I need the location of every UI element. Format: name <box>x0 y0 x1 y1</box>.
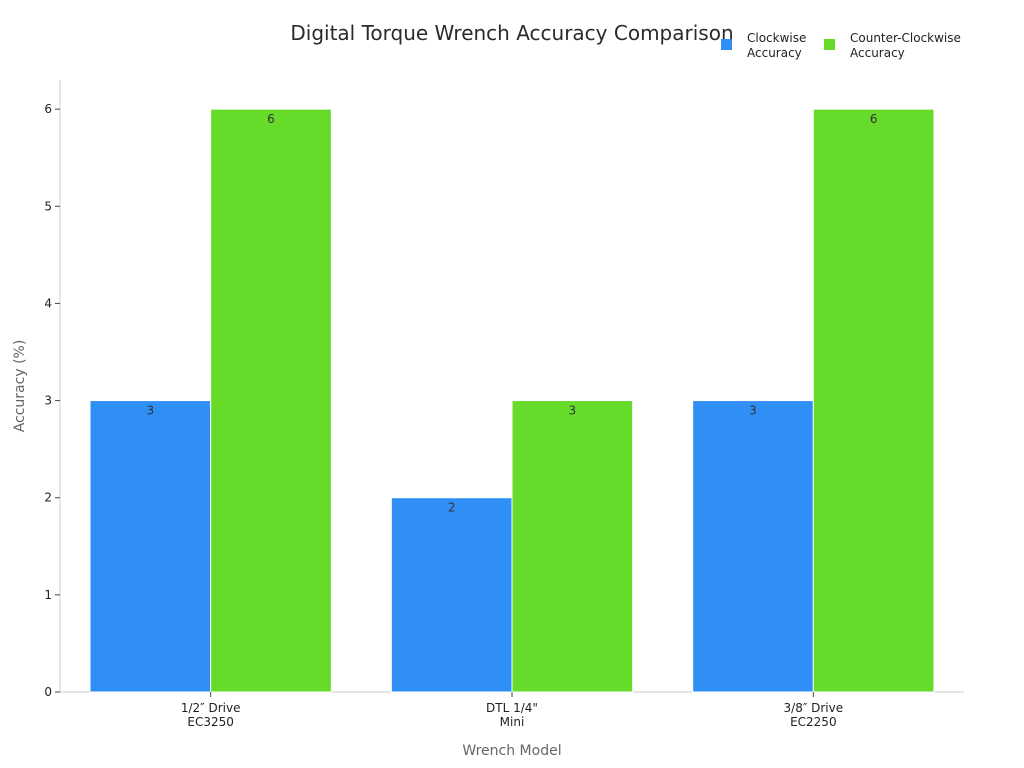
y-tick-label: 3 <box>44 394 52 408</box>
legend-swatch <box>721 39 732 50</box>
x-tick-label-line: DTL 1/4" <box>486 701 538 715</box>
chart-title: Digital Torque Wrench Accuracy Compariso… <box>290 21 733 45</box>
bar-series-1-cat-2 <box>812 108 935 693</box>
legend-label-line: Accuracy <box>747 46 802 60</box>
bar-series-0-cat-0 <box>89 400 212 693</box>
bar-series-0-cat-2 <box>692 400 814 693</box>
x-tick-label-line: Mini <box>500 715 525 729</box>
y-tick-label: 2 <box>44 491 52 505</box>
x-tick-label: 1/2″ Drive EC3250 <box>181 701 241 729</box>
bar-series-0-cat-1 <box>390 497 513 693</box>
y-tick-label: 4 <box>44 296 52 310</box>
bar-value-label: 3 <box>569 404 577 418</box>
legend-label-line: Accuracy <box>850 46 905 60</box>
x-tick-label-line: EC3250 <box>187 715 234 729</box>
bar-value-label: 2 <box>448 501 456 515</box>
x-tick-label-line: 1/2″ Drive <box>181 701 241 715</box>
y-tick-label: 0 <box>44 685 52 699</box>
legend-label-line: Clockwise <box>747 31 806 45</box>
y-tick-label: 6 <box>44 102 52 116</box>
x-tick-label-line: EC2250 <box>790 715 837 729</box>
bar-labels: 3 6 2 3 3 6 <box>147 112 878 515</box>
x-tick-label: 3/8″ Drive EC2250 <box>784 701 844 729</box>
legend-label: Clockwise Accuracy <box>747 31 806 60</box>
bar-series-1-cat-1 <box>511 400 634 693</box>
y-tick-label: 5 <box>44 199 52 213</box>
bars <box>89 108 935 693</box>
y-axis-title: Accuracy (%) <box>12 340 28 433</box>
y-tick-label: 1 <box>44 588 52 602</box>
x-tick-label: DTL 1/4" Mini <box>486 701 538 729</box>
bar-value-label: 6 <box>870 112 878 126</box>
bar-value-label: 3 <box>749 404 757 418</box>
legend-swatch <box>824 39 835 50</box>
legend-label-line: Counter-Clockwise <box>850 31 961 45</box>
bar-value-label: 3 <box>147 404 155 418</box>
bar-value-label: 6 <box>267 112 275 126</box>
legend-label: Counter-Clockwise Accuracy <box>850 31 961 60</box>
bar-series-1-cat-0 <box>210 108 332 693</box>
x-tick-label-line: 3/8″ Drive <box>784 701 844 715</box>
y-axis-ticks: 0 1 2 3 4 5 6 <box>44 102 60 699</box>
x-axis-title: Wrench Model <box>462 743 561 759</box>
